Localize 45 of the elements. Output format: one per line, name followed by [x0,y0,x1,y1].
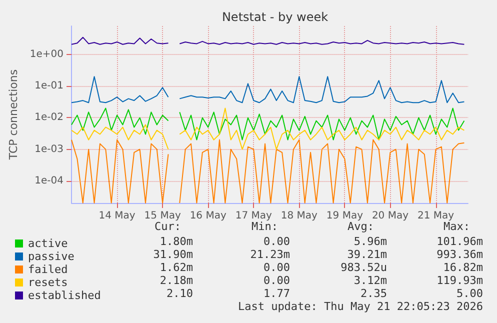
y-tick-label: 1e-02 [34,112,64,124]
chart-title: Netstat - by week [222,10,328,24]
text: Avg: [348,220,374,233]
text: Cur: [154,220,181,233]
x-tick-label: 19 May [326,210,364,222]
text: Min: [252,220,278,233]
text: 16.82m [443,261,484,274]
x-tick-label: 14 May [98,210,136,222]
text: Last update: Thu May 21 22:05:23 2026 [238,300,483,313]
y-tick-label: 1e-03 [34,144,64,155]
legend-label: established [28,289,101,302]
y-tick-label: 1e+00 [30,49,64,60]
text: 1.62m [160,261,194,274]
x-tick-label: 18 May [280,210,318,222]
text: 2.35 [360,287,387,300]
y-tick-label: 1e-01 [34,80,64,92]
legend-label: resets [28,276,68,289]
text: 3.12m [354,274,388,287]
x-tick-label: 16 May [190,210,226,222]
legend-label: passive [28,250,74,263]
legend-label: active [28,237,68,250]
text: 119.93m [436,274,484,287]
x-tick-label: 20 May [372,210,409,222]
x-tick-label: 15 May [144,210,181,222]
y-axis-title: TCP connections [7,69,20,161]
y-tick-label: 1e-04 [34,175,64,186]
text: 1.77 [264,287,290,300]
legend-label: failed [28,263,68,276]
text: 5.96m [354,235,388,248]
text: 39.21m [347,248,388,261]
text: 5.00 [456,287,483,300]
text: 993.36m [436,248,484,261]
x-tick-label: 21 May [417,210,454,222]
text: 0.00 [264,261,290,274]
text: 983.52u [340,261,387,274]
text: 31.90m [153,248,194,261]
text: Max: [444,220,470,233]
text: 1.80m [160,235,194,248]
text: 0.00 [264,235,290,248]
text: 2.10 [166,287,193,300]
text: 2.18m [160,274,194,287]
x-tick-label: 17 May [235,210,272,222]
text: 0.00 [264,274,290,287]
text: 101.96m [436,235,484,248]
text: 21.23m [250,248,290,261]
